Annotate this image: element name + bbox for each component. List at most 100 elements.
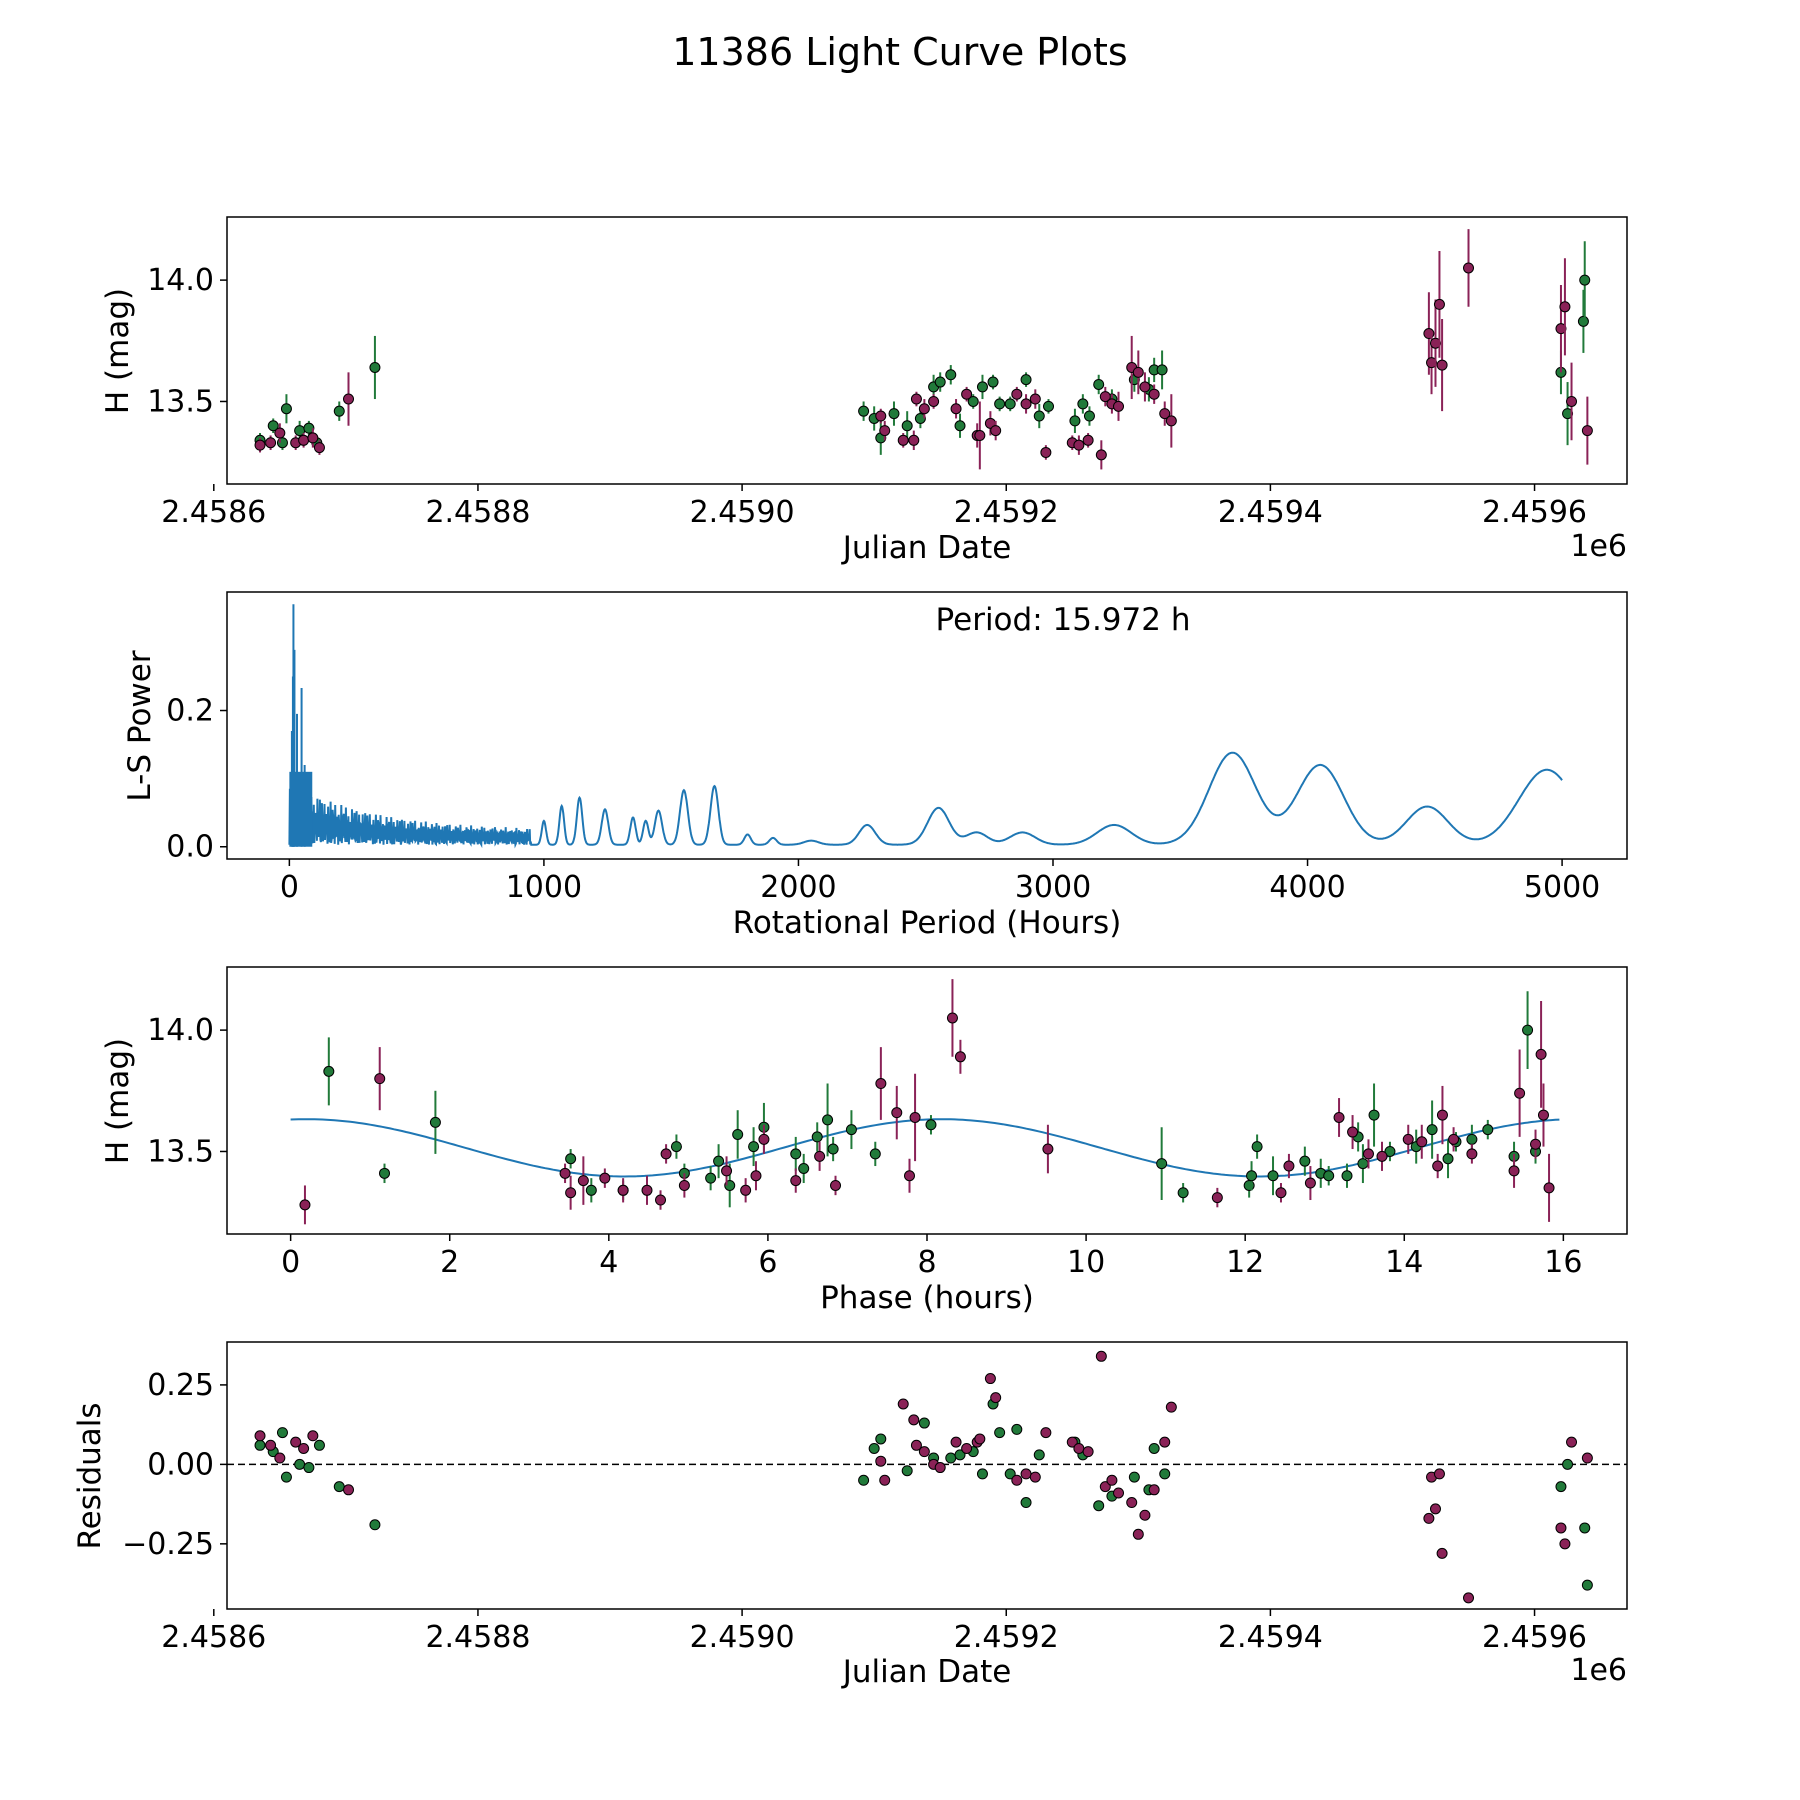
magenta-point <box>897 1398 909 1410</box>
green-point <box>822 1114 834 1126</box>
magenta-point <box>265 1439 277 1451</box>
green-point <box>1579 1522 1591 1534</box>
green-point <box>1004 398 1016 410</box>
x-tick-label: 2.4596 <box>1482 495 1587 530</box>
magenta-point <box>891 1107 903 1119</box>
green-point <box>1581 1579 1593 1591</box>
x-tick-label: 0 <box>280 870 299 905</box>
green-point <box>1368 1109 1380 1121</box>
residuals-xlabel: Julian Date <box>841 1654 1012 1690</box>
green-point <box>914 412 926 424</box>
green-point <box>280 1471 292 1483</box>
magenta-point <box>678 1179 690 1191</box>
light-curve-ylabel: H (mag) <box>100 288 136 414</box>
magenta-point <box>897 434 909 446</box>
magenta-point <box>1304 1177 1316 1189</box>
x-tick-label: 2.4592 <box>954 495 1059 530</box>
x-tick-label: 16 <box>1544 1245 1582 1280</box>
green-point <box>313 1439 325 1451</box>
green-point <box>798 1162 810 1174</box>
magenta-point <box>1566 395 1578 407</box>
green-point <box>875 1433 887 1445</box>
light-curve-x-offset: 1e6 <box>1570 529 1627 564</box>
green-point <box>1043 400 1055 412</box>
light-curve-panel: 2.4586 2.4588 2.4590 2.4592 2.4594 2.4596 13.… <box>100 216 1628 566</box>
x-tick-label: 8 <box>917 1245 936 1280</box>
green-point <box>934 376 946 388</box>
green-point <box>918 1417 930 1429</box>
magenta-point <box>946 1012 958 1024</box>
x-tick-label: 2.4590 <box>690 1620 795 1655</box>
light-curve-frame <box>226 216 1628 485</box>
x-tick-label: 2.4588 <box>425 495 530 530</box>
magenta-point <box>1139 381 1151 393</box>
magenta-point <box>1555 323 1567 335</box>
green-point <box>303 1462 315 1474</box>
x-tick-label: 12 <box>1226 1245 1264 1280</box>
phase-curve-xlabel: Phase (hours) <box>820 1280 1034 1316</box>
green-point <box>1522 1024 1534 1036</box>
green-point <box>732 1128 744 1140</box>
magenta-point <box>1029 393 1041 405</box>
light-curve-x-ticks: 2.4586 2.4588 2.4590 2.4592 2.4594 2.4596 <box>161 484 1587 530</box>
light-curve-points <box>254 229 1593 470</box>
magenta-point <box>559 1167 571 1179</box>
magenta-point <box>1020 1468 1032 1480</box>
y-tick-label: 0.00 <box>147 1447 214 1482</box>
green-point <box>1442 1153 1454 1165</box>
residuals-x-ticks: 2.4586 2.4588 2.4590 2.4592 2.4594 2.4596 <box>161 1609 1587 1655</box>
periodogram-dense-band <box>289 771 313 847</box>
magenta-point <box>1463 262 1475 274</box>
green-point <box>1159 1468 1171 1480</box>
magenta-point <box>954 1051 966 1063</box>
magenta-point <box>918 403 930 415</box>
green-point <box>1243 1179 1255 1191</box>
magenta-point <box>1426 357 1438 369</box>
green-point <box>1093 1500 1105 1512</box>
green-point <box>790 1148 802 1160</box>
x-tick-label: 2.4594 <box>1218 1620 1323 1655</box>
period-annotation: Period: 15.972 h <box>936 602 1191 638</box>
magenta-point <box>875 1455 887 1467</box>
green-point <box>429 1116 441 1128</box>
y-tick-label: 13.5 <box>147 384 214 419</box>
magenta-point <box>1429 337 1441 349</box>
magenta-point <box>1402 1133 1414 1145</box>
magenta-point <box>1429 1503 1441 1515</box>
green-point <box>845 1124 857 1136</box>
magenta-point <box>1029 1471 1041 1483</box>
magenta-point <box>299 1199 311 1211</box>
green-point <box>869 1148 881 1160</box>
magenta-point <box>1423 1512 1435 1524</box>
magenta-point <box>1132 1528 1144 1540</box>
green-point <box>987 376 999 388</box>
x-tick-label: 1000 <box>506 870 582 905</box>
green-point <box>1020 1497 1032 1509</box>
magenta-point <box>1275 1187 1287 1199</box>
green-point <box>1482 1124 1494 1136</box>
green-point <box>858 405 870 417</box>
green-point <box>1246 1170 1258 1182</box>
magenta-point <box>641 1184 653 1196</box>
magenta-point <box>1432 1160 1444 1172</box>
magenta-point <box>274 1452 286 1464</box>
magenta-point <box>1581 425 1593 437</box>
green-point <box>1020 374 1032 386</box>
magenta-point <box>1436 1109 1448 1121</box>
magenta-point <box>1543 1182 1555 1194</box>
magenta-point <box>990 1392 1002 1404</box>
magenta-point <box>565 1187 577 1199</box>
green-point <box>1004 1468 1016 1480</box>
figure-title: 11386 Light Curve Plots <box>672 30 1127 74</box>
y-tick-label: 0.25 <box>147 1368 214 1403</box>
green-point <box>967 395 979 407</box>
green-point <box>1299 1155 1311 1167</box>
green-point <box>1033 1449 1045 1461</box>
phase-curve-frame <box>226 966 1628 1235</box>
green-point <box>945 369 957 381</box>
magenta-point <box>879 425 891 437</box>
magenta-point <box>1040 446 1052 458</box>
green-point <box>1083 410 1095 422</box>
green-point <box>1267 1170 1279 1182</box>
